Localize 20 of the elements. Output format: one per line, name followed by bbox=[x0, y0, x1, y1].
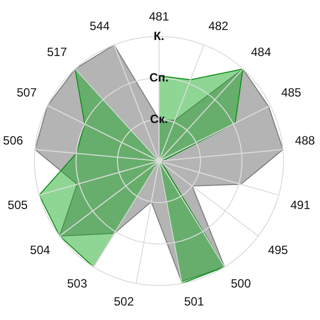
spoke-label: 506 bbox=[3, 134, 24, 148]
spoke-label: 485 bbox=[281, 85, 302, 100]
spoke-label: 500 bbox=[230, 276, 252, 291]
spoke-label: 517 bbox=[46, 45, 68, 60]
spoke-label: 507 bbox=[16, 85, 38, 100]
spoke-label: 544 bbox=[90, 18, 110, 33]
y-tick-label: К. bbox=[154, 28, 164, 43]
spoke-label: 495 bbox=[268, 242, 288, 257]
spoke-label: 504 bbox=[30, 242, 50, 257]
spoke-label: 491 bbox=[290, 198, 311, 212]
spoke-label: 501 bbox=[184, 294, 204, 309]
spoke-label: 481 bbox=[148, 10, 170, 24]
y-tick-label: Ск. bbox=[150, 112, 168, 126]
spoke-label: 482 bbox=[208, 18, 229, 33]
spoke-label: 484 bbox=[250, 45, 272, 60]
y-tick-label: Сп. bbox=[149, 70, 169, 84]
spoke-label: 502 bbox=[114, 294, 134, 309]
spoke-label: 488 bbox=[294, 134, 316, 148]
spoke-label: 503 bbox=[67, 276, 88, 291]
spoke-label: 505 bbox=[8, 198, 28, 212]
